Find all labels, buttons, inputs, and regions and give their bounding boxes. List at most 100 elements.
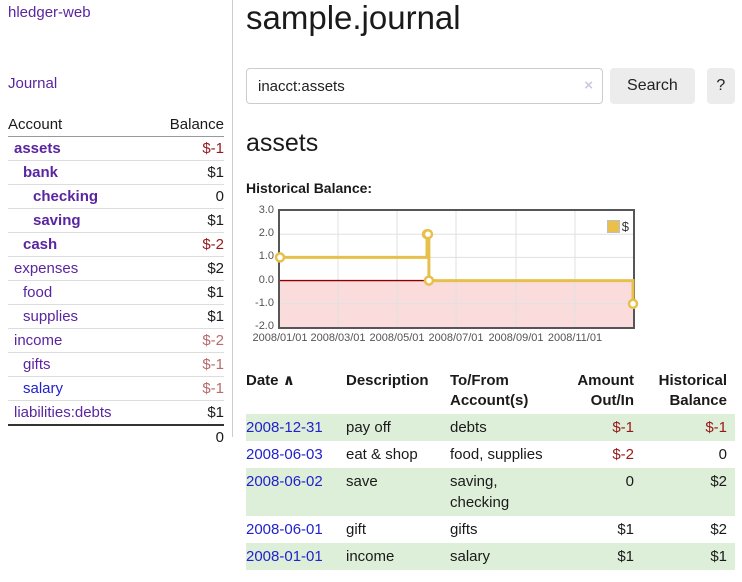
transaction-balance: $1 (710, 548, 727, 565)
balance-chart: $ 3.0 2.0 1.0 0.0 -1.0 -2.0 2008/01/01 2008/03… (246, 204, 735, 351)
x-axis-tick-label: 2008/07/01 (428, 332, 484, 344)
transaction-amount: $-2 (612, 446, 634, 463)
account-link-salary[interactable]: salary (23, 380, 64, 397)
account-link-checking[interactable]: checking (33, 188, 99, 205)
transaction-date-link[interactable]: 2008-06-03 (246, 446, 323, 463)
transaction-balance: $2 (710, 521, 727, 538)
y-axis-tick-label: 1.0 (258, 250, 274, 263)
account-balance: $-2 (149, 232, 224, 257)
chart-heading: Historical Balance: (246, 180, 373, 196)
y-axis-tick-label: -1.0 (255, 296, 274, 309)
transaction-balance: $-1 (705, 419, 727, 436)
x-axis-tick-label: 2008/05/01 (369, 332, 425, 344)
account-row: supplies $1 (8, 304, 224, 329)
register-row: 2008-06-03 eat & shop food, supplies $-2… (246, 441, 735, 468)
account-balance: $-2 (149, 328, 224, 353)
legend-swatch-icon (606, 220, 620, 233)
account-balance: $1 (149, 208, 224, 233)
transaction-amount: $1 (617, 521, 634, 538)
x-axis-tick-label: 2008/01/01 (252, 332, 308, 344)
accounts-header-row: Account Balance (8, 113, 224, 137)
account-balance: $1 (149, 304, 224, 329)
transaction-amount: $1 (617, 548, 634, 565)
account-row: checking 0 (8, 184, 224, 209)
sidebar: hledger-web Journal Account Balance asse… (0, 0, 233, 449)
register-col-accounts: To/From Account(s) (450, 372, 529, 409)
account-link-assets[interactable]: assets (14, 140, 61, 157)
transaction-date-link[interactable]: 2008-06-02 (246, 473, 323, 490)
brand-link[interactable]: hledger-web (8, 4, 91, 21)
account-balance: $-1 (149, 136, 224, 161)
transaction-date-link[interactable]: 2008-12-31 (246, 419, 323, 436)
account-balance: $2 (149, 256, 224, 281)
account-row: assets $-1 (8, 136, 224, 161)
transaction-balance: 0 (718, 446, 727, 463)
transaction-description: income (346, 548, 395, 565)
accounts-table: Account Balance assets $-1 bank $1 check… (8, 113, 224, 449)
account-row: bank $1 (8, 160, 224, 185)
main-content: sample.journal × Search ? assets Histori… (246, 0, 735, 570)
account-row: salary $-1 (8, 376, 224, 401)
account-balance: $-1 (149, 376, 224, 401)
register-table: Date ∧ Description To/From Account(s) Am… (246, 368, 735, 570)
search-button[interactable]: Search (610, 68, 695, 104)
y-axis-tick-label: 0.0 (258, 273, 274, 286)
register-row: 2008-06-01 gift gifts $1 $2 (246, 516, 735, 543)
account-balance: $1 (149, 280, 224, 305)
account-link-expenses[interactable]: expenses (14, 260, 79, 277)
transaction-accounts: food, supplies (450, 446, 543, 463)
y-axis-tick-label: 2.0 (258, 227, 274, 240)
account-link-income[interactable]: income (14, 332, 63, 349)
chart-line-svg (274, 211, 639, 327)
transaction-description: eat & shop (346, 446, 418, 463)
chart-legend: $ (606, 219, 629, 234)
transaction-description: pay off (346, 419, 391, 436)
register-header-row: Date ∧ Description To/From Account(s) Am… (246, 368, 735, 414)
account-link-saving[interactable]: saving (33, 212, 81, 229)
register-row: 2008-12-31 pay off debts $-1 $-1 (246, 414, 735, 441)
account-link-food[interactable]: food (23, 284, 53, 301)
help-button[interactable]: ? (706, 68, 735, 104)
chart-plot-area: $ (274, 209, 639, 329)
account-link-cash[interactable]: cash (23, 236, 58, 253)
x-axis-tick-label: 2008/09/01 (488, 332, 544, 344)
y-axis-tick-label: 3.0 (258, 204, 274, 216)
account-row: liabilities:debts $1 (8, 400, 224, 426)
transaction-description: save (346, 473, 378, 490)
y-axis-tick-label: -2.0 (255, 320, 274, 332)
transaction-amount: 0 (625, 473, 634, 490)
account-row: food $1 (8, 280, 224, 305)
transaction-date-link[interactable]: 2008-01-01 (246, 548, 323, 565)
register-col-balance: Historical Balance (658, 372, 727, 409)
account-balance: 0 (149, 184, 224, 209)
page-title: sample.journal (246, 0, 461, 36)
transaction-amount: $-1 (612, 419, 634, 436)
transaction-description: gift (346, 521, 367, 538)
sort-ascending-icon: ∧ (282, 372, 295, 389)
account-link-gifts[interactable]: gifts (23, 356, 51, 373)
register-col-description: Description (346, 372, 429, 389)
x-axis-tick-label: 2008/03/01 (310, 332, 366, 344)
account-link-bank[interactable]: bank (23, 164, 59, 181)
account-balance: $1 (149, 160, 224, 185)
sort-by-date-link[interactable]: Date ∧ (246, 372, 295, 389)
account-link-liabilities-debts[interactable]: liabilities:debts (14, 404, 112, 421)
account-row: expenses $2 (8, 256, 224, 281)
account-row: cash $-2 (8, 232, 224, 257)
accounts-total-row: 0 (8, 424, 224, 449)
clear-search-icon[interactable]: × (584, 77, 594, 94)
account-row: income $-2 (8, 328, 224, 353)
account-balance: $-1 (149, 352, 224, 377)
search-form: × Search ? (246, 68, 735, 104)
transaction-date-link[interactable]: 2008-06-01 (246, 521, 323, 538)
register-row: 2008-06-02 save saving, checking 0 $2 (246, 468, 735, 516)
account-link-supplies[interactable]: supplies (23, 308, 79, 325)
sidebar-item-journal[interactable]: Journal (8, 75, 58, 92)
accounts-total: 0 (149, 424, 224, 449)
register-col-date[interactable]: Date ∧ (246, 368, 346, 414)
transaction-accounts: debts (450, 419, 487, 436)
transaction-accounts: gifts (450, 521, 478, 538)
search-input[interactable] (246, 68, 604, 104)
account-row: saving $1 (8, 208, 224, 233)
transaction-accounts: salary (450, 548, 491, 565)
